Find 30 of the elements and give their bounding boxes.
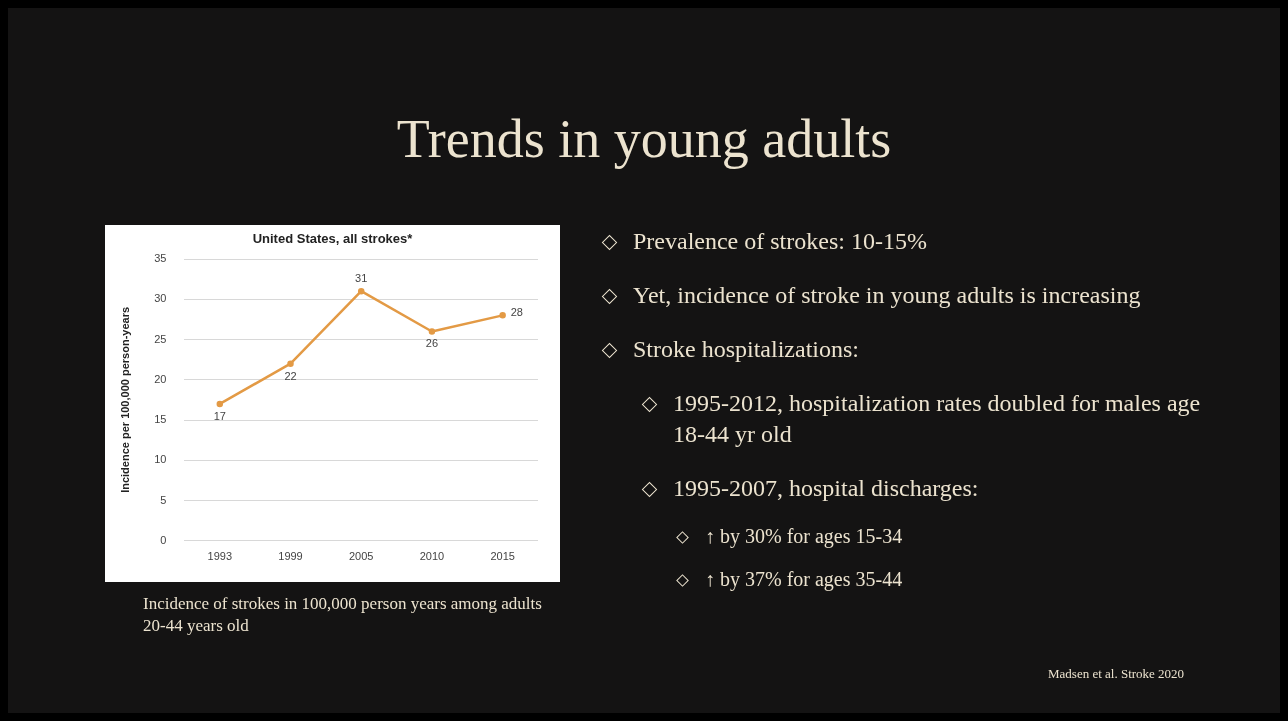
x-tick-label: 1999 xyxy=(278,550,303,563)
y-axis-title: Incidence per 100,000 person-years xyxy=(118,306,131,493)
y-tick-label: 0 xyxy=(160,533,167,546)
text: 1995-2012, hospitalization rates doubled for males age 18-44 yr old xyxy=(673,389,1202,450)
text: Madsen et al. Stroke 2020 xyxy=(1048,666,1186,683)
x-tick-label: 2015 xyxy=(490,550,515,563)
data-label: 26 xyxy=(425,337,439,350)
data-label: 17 xyxy=(213,409,226,422)
text: 1995-2007, hospital discharges: xyxy=(673,474,980,503)
y-tick-label: 30 xyxy=(154,292,167,305)
text: ↑ by 30% for ages 15-34 xyxy=(705,524,904,549)
text: Prevalence of strokes: 10-15% xyxy=(633,227,928,256)
y-tick-label: 5 xyxy=(160,493,167,506)
text: Stroke hospitalizations: xyxy=(633,335,860,364)
y-tick-label: 25 xyxy=(154,332,167,345)
y-tick-label: 35 xyxy=(154,252,167,265)
y-tick-label: 15 xyxy=(154,413,167,426)
x-tick-label: 2005 xyxy=(348,550,374,563)
x-tick-label: 1993 xyxy=(207,550,233,563)
text: ↑ by 37% for ages 35-44 xyxy=(705,567,904,592)
text: Yet, incidence of stroke in young adults is increasing xyxy=(633,281,1142,310)
data-label: 31 xyxy=(355,272,368,285)
chart-subtitle: United States, all strokes* xyxy=(251,231,414,246)
chart-title: Trends in young adults xyxy=(395,108,893,170)
y-tick-label: 10 xyxy=(154,453,167,466)
data-label: 28 xyxy=(510,306,523,319)
data-label: 22 xyxy=(284,369,297,382)
y-tick-label: 20 xyxy=(154,372,167,385)
text: Incidence of strokes in 100,000 person years among adults 20-44 years old xyxy=(143,593,543,638)
x-tick-label: 2010 xyxy=(419,550,445,563)
